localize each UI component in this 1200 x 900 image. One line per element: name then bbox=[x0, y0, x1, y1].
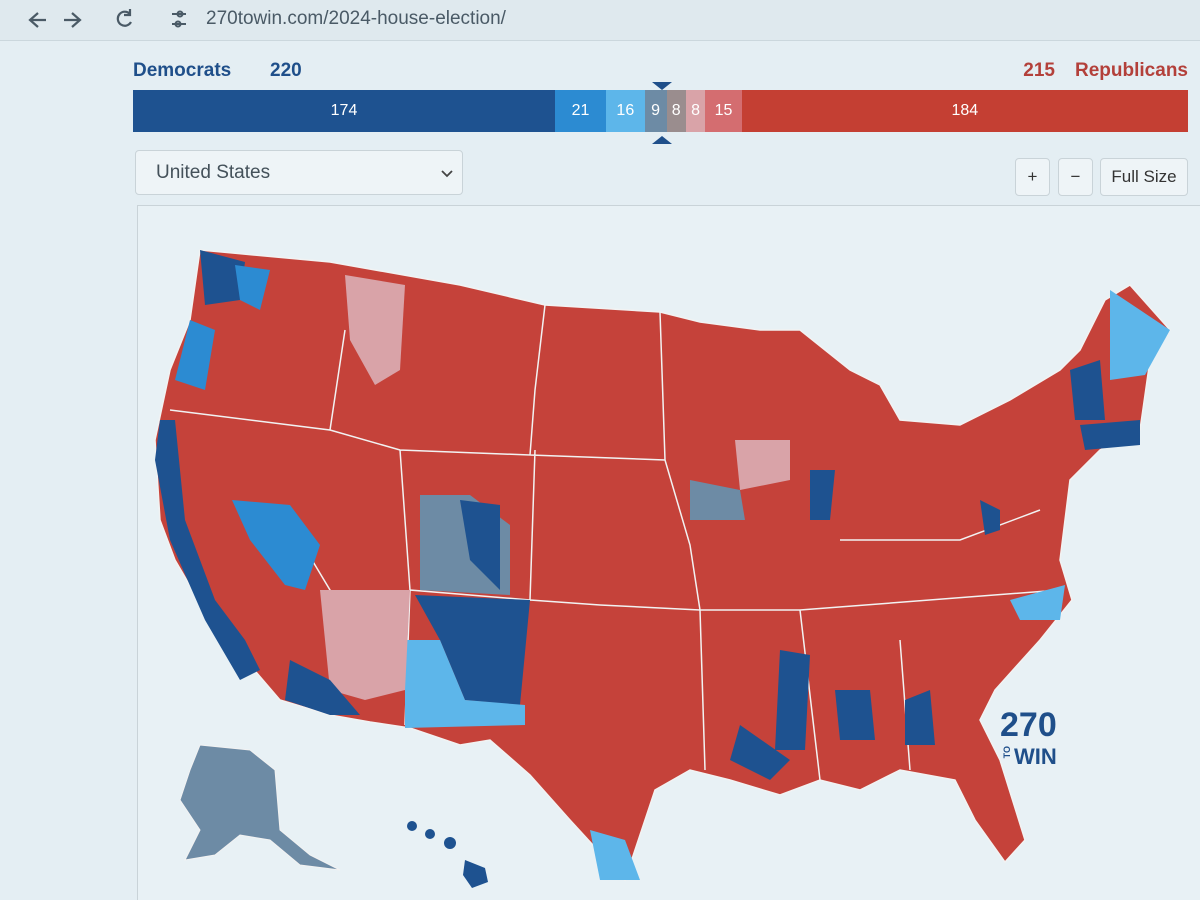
segment-label: 16 bbox=[616, 102, 635, 119]
site-info-icon[interactable] bbox=[172, 10, 186, 28]
address-bar[interactable]: 270towin.com/2024-house-election/ bbox=[206, 8, 506, 29]
forward-button[interactable] bbox=[64, 12, 82, 28]
back-button[interactable] bbox=[28, 12, 46, 28]
segment-label: 174 bbox=[330, 102, 358, 119]
zoom-in-button[interactable]: + bbox=[1015, 158, 1050, 196]
bar-segment: 8 bbox=[685, 90, 706, 132]
nav-icons bbox=[28, 9, 186, 28]
dem-label: Democrats bbox=[133, 60, 232, 81]
bar-segment: 9 bbox=[644, 90, 667, 132]
full-size-button[interactable]: Full Size bbox=[1100, 158, 1188, 196]
segment-label: 184 bbox=[951, 102, 979, 119]
logo-to: TO bbox=[1002, 746, 1012, 759]
zoom-in-text: + bbox=[1027, 167, 1038, 186]
seat-summary: Democrats 220 215 Republicans bbox=[133, 60, 1188, 88]
site-logo: 270 TO WIN bbox=[1000, 708, 1070, 778]
bar-segment: 21 bbox=[555, 90, 606, 132]
segment-label: 9 bbox=[651, 102, 661, 119]
bar-segment: 15 bbox=[705, 90, 742, 132]
hawaii bbox=[407, 821, 488, 888]
dem-total: 220 bbox=[270, 60, 302, 81]
zoom-out-button[interactable]: − bbox=[1058, 158, 1093, 196]
zoom-out-text: − bbox=[1070, 167, 1081, 186]
segment-label: 8 bbox=[671, 102, 681, 119]
segment-label: 8 bbox=[691, 102, 701, 119]
majority-marker bbox=[652, 82, 672, 144]
rep-label: Republicans bbox=[1075, 60, 1188, 81]
seat-bar: 174 21 16 9 8 8 15 184 bbox=[133, 90, 1188, 132]
reload-button[interactable] bbox=[116, 9, 132, 27]
segment-label: 15 bbox=[714, 102, 733, 119]
bar-segment: 16 bbox=[605, 90, 645, 132]
region-select-value: United States bbox=[156, 162, 271, 183]
segment-label: 21 bbox=[571, 102, 590, 119]
logo-number: 270 bbox=[1000, 706, 1057, 744]
alaska bbox=[179, 744, 341, 871]
full-size-text: Full Size bbox=[1111, 167, 1177, 186]
region-select[interactable]: United States bbox=[135, 150, 463, 195]
bar-segment: 174 bbox=[133, 90, 555, 132]
bar-segment: 184 bbox=[741, 90, 1188, 132]
logo-win: WIN bbox=[1014, 744, 1057, 769]
dropdown-arrow bbox=[441, 170, 453, 178]
bar-segment: 8 bbox=[666, 90, 686, 132]
browser-toolbar: 270towin.com/2024-house-election/ bbox=[0, 0, 1200, 41]
dem-districts bbox=[155, 250, 1170, 880]
rep-total: 215 bbox=[1023, 60, 1055, 81]
